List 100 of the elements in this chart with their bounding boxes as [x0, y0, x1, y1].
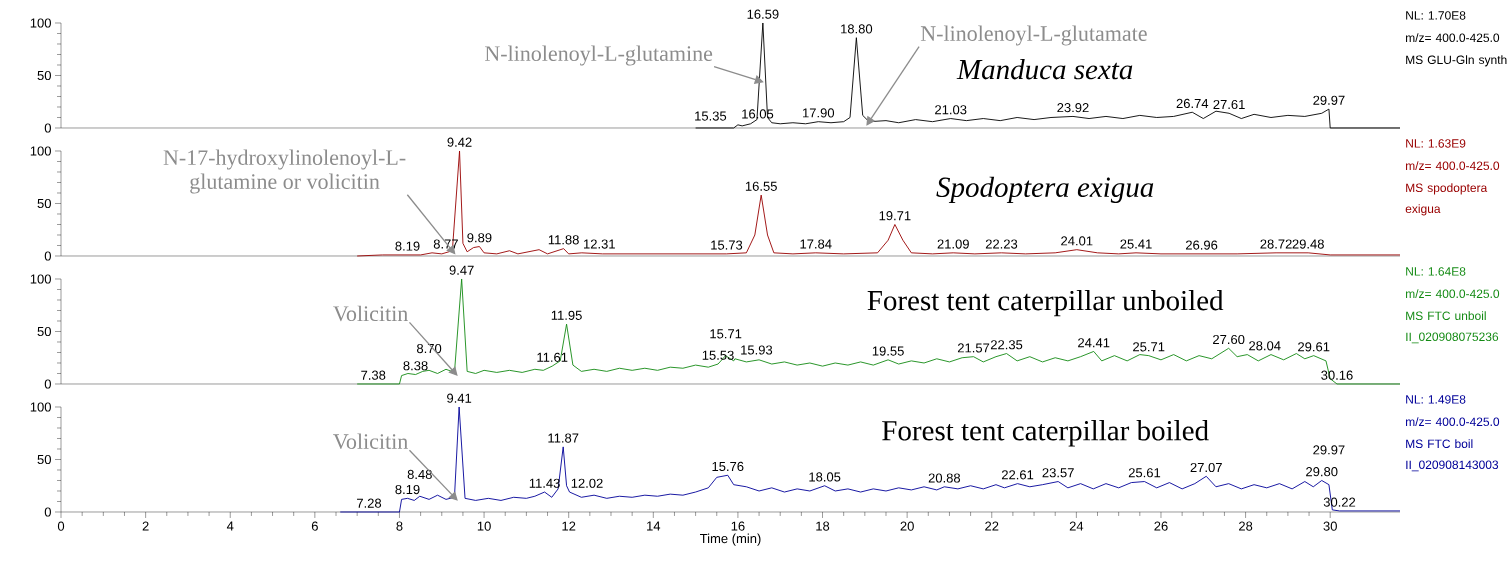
y-tick-label: 0: [44, 123, 51, 133]
annotation: N-linolenoyl-L-glutamine: [485, 45, 713, 66]
annotation: 27.60: [1213, 334, 1245, 345]
x-tick-label: 10: [477, 521, 491, 531]
x-tick-label: 12: [562, 521, 576, 531]
x-tick-label: 16: [731, 521, 745, 531]
annotation: 25.71: [1133, 342, 1165, 352]
annotation: 26.96: [1185, 240, 1218, 250]
text: m/z= 400.0-425.0: [1406, 161, 1500, 170]
annotation: 20.88: [928, 473, 961, 483]
annotation: 21.03: [935, 105, 967, 115]
annotation: 22.61: [1001, 470, 1034, 480]
annotation: 19.55: [872, 346, 904, 356]
text: NL: 1.70E8: [1406, 11, 1466, 20]
x-tick-label: 20: [900, 521, 914, 531]
annotation: 30.16: [1321, 370, 1353, 380]
annotation: 15.76: [712, 461, 744, 472]
text: MS spodoptera exigua: [1405, 183, 1488, 216]
annotation: 23.92: [1057, 103, 1089, 113]
text: MS FTC boil II_020908143003: [1406, 439, 1499, 472]
y-tick-label: 100: [30, 18, 51, 28]
annotation: 30.22: [1323, 497, 1356, 507]
x-tick-label: 2: [142, 521, 149, 531]
x-tick-label: 22: [985, 521, 999, 531]
x-tick-label: 4: [226, 521, 234, 531]
annotation: 9.42: [447, 137, 472, 147]
annotation: 11.95: [551, 310, 582, 320]
annotation: 21.09: [937, 239, 969, 249]
x-axis-title: Time (min): [700, 533, 761, 546]
x-tick-label: 24: [1069, 521, 1084, 531]
annotation: 25.41: [1120, 239, 1152, 249]
annotation: 8.19: [395, 484, 420, 495]
y-tick-label: 0: [44, 507, 51, 517]
x-tick-label: 26: [1154, 521, 1168, 531]
annotation: 12.02: [571, 478, 603, 488]
annotation: 29.80: [1306, 467, 1338, 477]
y-tick-label: 50: [37, 70, 51, 81]
x-tick-label: 28: [1239, 521, 1253, 531]
annotation: 15.35: [695, 111, 727, 121]
annotation: Volicitin: [333, 305, 408, 322]
y-tick-label: 50: [37, 198, 51, 209]
annotation: 28.72: [1260, 239, 1292, 249]
chart-title: Forest tent caterpillar boiled: [882, 420, 1209, 447]
annotation: 16.55: [745, 181, 777, 191]
text: NL: 1.64E8: [1406, 267, 1466, 276]
annotation: 11.87: [548, 433, 579, 443]
annotation: 29.97: [1313, 95, 1345, 105]
text: NL: 1.49E8: [1406, 395, 1466, 404]
annotation: N-17-hydroxylinolenoyl-L-glutamine or volicitin: [163, 149, 406, 194]
annotation: 8.48: [407, 469, 432, 480]
annotation: 7.28: [357, 498, 382, 508]
annotation: 15.73: [711, 240, 743, 250]
y-tick-label: 50: [37, 454, 51, 465]
annotation: 15.53: [702, 350, 734, 360]
text: NL: 1.63E9: [1406, 139, 1466, 148]
annotation: 29.97: [1313, 445, 1345, 455]
annotation: 16.59: [747, 9, 779, 19]
annotation: 7.38: [361, 370, 386, 380]
annotation: 15.93: [741, 345, 773, 355]
x-tick-label: 0: [57, 521, 65, 531]
annotation: 24.41: [1078, 338, 1110, 348]
annotation: 28.04: [1249, 341, 1281, 351]
annotation: 11.88: [548, 235, 579, 245]
annotation: 18.05: [809, 472, 841, 482]
annotation: 9.41: [447, 393, 472, 403]
annotation: 8.38: [403, 361, 428, 371]
annotation: 22.35: [990, 340, 1023, 350]
annotation: 19.71: [879, 211, 911, 221]
x-tick-label: 14: [647, 521, 661, 531]
text: m/z= 400.0-425.0: [1406, 289, 1500, 298]
y-tick-label: 100: [30, 146, 51, 156]
annotation: 8.19: [395, 241, 420, 251]
annotation: 26.74: [1176, 98, 1209, 109]
x-tick-label: 30: [1323, 521, 1337, 531]
annotation: 23.57: [1042, 468, 1074, 478]
annotation: N-linolenoyl-L-glutamate: [920, 25, 1147, 46]
annotation: 8.77: [433, 239, 458, 249]
annotation: 9.47: [449, 265, 474, 275]
annotation: 24.01: [1061, 236, 1093, 246]
annotation: 18.80: [841, 24, 873, 34]
text: m/z= 400.0-425.0: [1406, 417, 1500, 426]
chart-title: Forest tent caterpillar unboiled: [867, 289, 1224, 317]
text: MS GLU-Gln synth: [1406, 55, 1507, 67]
annotation: 29.61: [1298, 342, 1330, 352]
y-tick-label: 0: [44, 251, 51, 261]
annotation: 17.84: [800, 239, 832, 249]
annotation: 22.23: [985, 239, 1018, 249]
annotation: 29.48: [1292, 239, 1324, 249]
text: Spodoptera exigua: [936, 176, 1154, 203]
annotation: 27.61: [1213, 99, 1245, 110]
annotation: 9.89: [467, 233, 492, 243]
y-tick-label: 100: [30, 274, 51, 284]
annotation: 11.43: [529, 478, 560, 488]
x-tick-label: 8: [396, 521, 403, 531]
annotation: 21.57: [957, 343, 990, 353]
y-tick-label: 100: [30, 402, 51, 412]
y-tick-label: 50: [37, 326, 51, 337]
annotation: 25.61: [1128, 468, 1161, 478]
annotation: 11.61: [537, 352, 568, 362]
annotation: 27.07: [1190, 462, 1222, 473]
